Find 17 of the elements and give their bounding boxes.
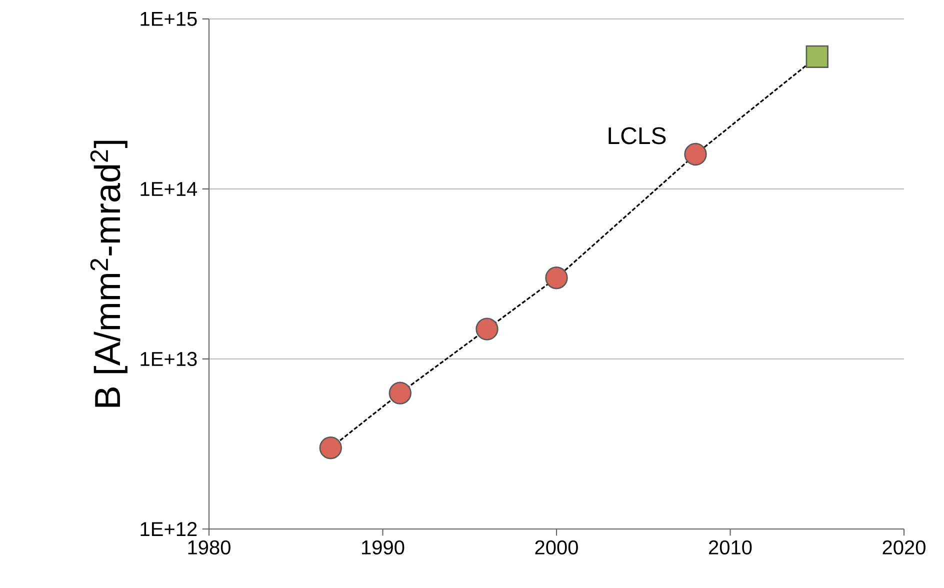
point (388, 382, 412, 404)
x-tick-label: 1990 (362, 540, 404, 554)
point (806, 45, 828, 68)
x-tick-label: 1980 (188, 540, 230, 554)
y-tick-label: 1E+13 (140, 352, 197, 366)
annotation: LCLS (608, 127, 666, 144)
point (684, 142, 707, 166)
x-tick-label: 2000 (535, 540, 578, 554)
x-tick-label: 2020 (882, 540, 926, 554)
y-axis-title: B [A/mm$^{2}$-mrad$^{2}$] (90, 140, 128, 407)
y-tick-label: 1E+14 (140, 182, 198, 196)
y-tick-label: 1E+15 (140, 12, 197, 26)
point (476, 318, 498, 340)
y-tick-label: 1E+12 (140, 522, 197, 536)
point (319, 436, 342, 460)
x-tick-label: 2010 (709, 540, 752, 554)
point (545, 266, 568, 290)
